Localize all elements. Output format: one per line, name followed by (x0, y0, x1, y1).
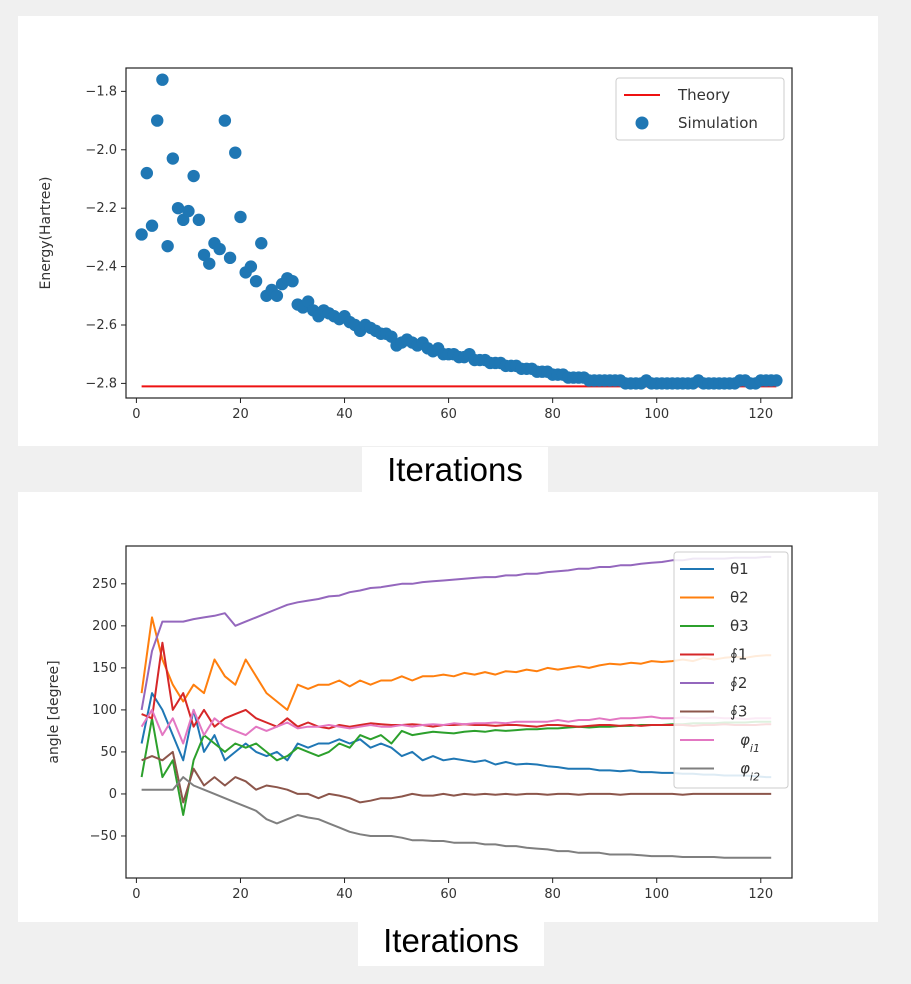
legend-label-2: θ2 (730, 589, 749, 607)
y-tick-label: 50 (100, 745, 117, 760)
y-tick-label: −2.0 (85, 143, 117, 158)
energy-chart-x-caption: Iterations (362, 447, 548, 493)
simulation-point (229, 146, 242, 159)
series-line-2 (140, 616, 772, 711)
legend-label-3: θ3 (730, 617, 749, 635)
y-tick-label: −2.4 (85, 260, 117, 275)
simulation-point (156, 73, 169, 86)
y-tick-label: 200 (92, 619, 117, 634)
x-tick-label: 0 (132, 407, 140, 422)
simulation-point (249, 274, 263, 288)
simulation-point (166, 152, 180, 165)
simulation-point (244, 260, 258, 273)
angle-chart: 0 20 40 60 80 100 120 −50 0 50 100 150 200 250 angle [… (46, 545, 793, 902)
series-line-8 (141, 776, 772, 859)
simulation-point (171, 201, 185, 215)
series-line-1 (140, 692, 772, 779)
legend-theory-label: Theory (677, 86, 730, 104)
x-tick-label: 60 (440, 887, 457, 902)
simulation-point (140, 166, 154, 180)
simulation-point (286, 274, 299, 288)
legend-box (615, 77, 785, 141)
simulation-point (182, 204, 195, 218)
x-tick-label: 80 (544, 407, 561, 422)
x-tick-label: 120 (748, 887, 773, 902)
legend-label-4: ∮1 (730, 646, 747, 664)
x-tick-label: 20 (232, 887, 249, 902)
simulation-point (234, 210, 247, 224)
legend-label-1: θ1 (730, 560, 749, 578)
x-tick-label: 20 (232, 407, 249, 422)
legend-label-7: φi1 (740, 731, 760, 755)
y-tick-label: −2.8 (85, 376, 117, 391)
simulation-point (187, 169, 200, 183)
legend-label-5: ∮2 (730, 674, 747, 692)
legend-label-6: ∮3 (730, 703, 747, 721)
simulation-point (192, 213, 206, 227)
simulation-point (218, 114, 232, 127)
legend-box (673, 551, 789, 789)
simulation-point (270, 289, 284, 302)
legend-label-8: φi2 (740, 760, 760, 784)
y-tick-label: 150 (92, 661, 117, 676)
angle-chart-panel: 0 20 40 60 80 100 120 −50 0 50 100 150 200 250 angle [… (18, 492, 878, 922)
simulation-point (223, 251, 237, 265)
plot-frame (125, 67, 793, 399)
plot-frame (125, 545, 793, 879)
x-tick-label: 0 (132, 887, 140, 902)
y-tick-label: −2.2 (85, 201, 117, 216)
x-tick-label: 60 (440, 407, 457, 422)
x-tick-label: 80 (544, 887, 561, 902)
x-tick-label: 100 (644, 887, 669, 902)
series-line-6 (141, 750, 772, 804)
y-tick-label: 250 (92, 577, 117, 592)
simulation-point (255, 237, 268, 250)
energy-chart-panel: 0 20 40 60 80 100 120 −2.8 −2.6 −2.4 −2.2 −2.0 −1.8 E… (18, 16, 878, 446)
series-line-7 (140, 708, 772, 745)
y-tick-label: −50 (90, 829, 117, 844)
x-tick-label: 40 (336, 887, 353, 902)
simulation-point (135, 228, 148, 241)
simulation-point (770, 374, 783, 387)
simulation-point (213, 242, 226, 256)
legend-simulation-swatch (635, 116, 649, 130)
y-tick-label: 100 (92, 703, 117, 718)
legend-simulation-label: Simulation (678, 114, 758, 132)
y-tick-label: −2.6 (85, 318, 117, 333)
x-tick-label: 100 (644, 407, 669, 422)
y-tick-label: 0 (109, 787, 117, 802)
x-tick-label: 120 (748, 407, 773, 422)
y-axis-label: Energy(Hartree) (38, 177, 54, 290)
simulation-point (151, 114, 164, 127)
y-tick-label: −1.8 (85, 84, 117, 99)
simulation-point (203, 257, 216, 270)
simulation-point (161, 239, 174, 253)
series-line-5 (140, 555, 772, 711)
simulation-point (145, 219, 159, 232)
x-tick-label: 40 (336, 407, 353, 422)
y-axis-label: angle [degree] (46, 660, 62, 763)
angle-chart-x-caption: Iterations (358, 916, 544, 966)
energy-chart: 0 20 40 60 80 100 120 −2.8 −2.6 −2.4 −2.2 −2.0 −1.8 E… (38, 67, 793, 422)
